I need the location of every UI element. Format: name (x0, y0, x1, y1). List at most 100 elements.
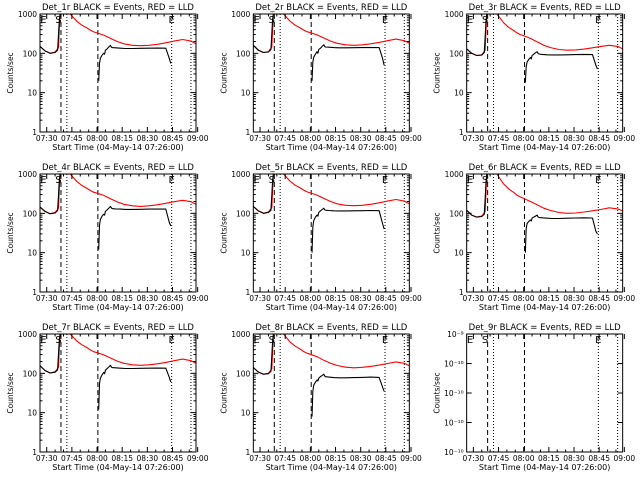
x-tick-label: 08:45 (588, 294, 610, 303)
x-tick-label: 08:45 (162, 454, 184, 463)
x-tick-label: 08:30 (350, 454, 372, 463)
segment-marker-label: E (254, 335, 260, 346)
plot-frame (39, 13, 197, 133)
x-tick-label: 08:45 (162, 134, 184, 143)
x-tick-label: 08:00 (513, 454, 535, 463)
x-axis-label: Start Time (04-May-14 07:26:00) (479, 463, 610, 472)
x-tick-label: 09:00 (614, 454, 636, 463)
y-tick-label: 10⁻¹⁰ (444, 448, 464, 457)
x-axis-label: Start Time (04-May-14 07:26:00) (52, 143, 183, 152)
events-series-line (524, 214, 598, 253)
events-series-line (524, 51, 598, 83)
x-tick-label: 07:45 (61, 134, 83, 143)
chart-title: Det_1r BLACK = Events, RED = LLD (42, 3, 194, 13)
chart-title: Det_4r BLACK = Events, RED = LLD (42, 163, 194, 173)
segment-marker-label: E (40, 335, 46, 346)
x-axis-label: Start Time (04-May-14 07:26:00) (266, 143, 397, 152)
y-axis-label: Counts/sec (433, 52, 442, 93)
x-tick-label: 08:45 (375, 294, 397, 303)
segment-marker-label: E (169, 335, 175, 346)
lld-series-line (466, 14, 623, 57)
y-tick-label: 10 (27, 89, 37, 98)
events-series-line (40, 174, 61, 215)
segment-marker-label: S (55, 15, 61, 26)
series-group (253, 14, 410, 81)
y-tick-label: 1000 (445, 10, 464, 19)
plot-frame (252, 333, 410, 453)
x-tick-label: 07:45 (274, 294, 296, 303)
y-tick-label: 1 (459, 128, 464, 137)
x-tick-label: 08:30 (563, 134, 585, 143)
x-tick-label: 08:30 (137, 294, 159, 303)
x-tick-label: 08:30 (563, 294, 585, 303)
x-tick-label: 08:45 (588, 134, 610, 143)
x-tick-label: 08:15 (538, 134, 560, 143)
segment-marker-label: E (254, 175, 260, 186)
segment-marker-label: S (482, 15, 488, 26)
x-tick-label: 08:00 (300, 134, 322, 143)
events-series-line (98, 364, 172, 410)
segment-marker-label: S (482, 335, 488, 346)
y-tick-label: 10⁻¹⁰ (444, 360, 464, 369)
x-tick-label: 08:30 (350, 294, 372, 303)
segment-marker-label: E (382, 175, 388, 186)
y-tick-label: 10 (241, 249, 251, 258)
y-tick-label: 1000 (18, 330, 37, 339)
y-tick-label: 100 (236, 49, 251, 58)
x-tick-label: 07:45 (61, 454, 83, 463)
lld-series-line (253, 14, 410, 54)
x-tick-label: 09:00 (400, 134, 422, 143)
events-series-line (253, 174, 274, 214)
x-tick-label: 08:00 (513, 134, 535, 143)
plot-frame (252, 173, 410, 293)
y-tick-label: 1000 (445, 170, 464, 179)
series-group (40, 174, 196, 250)
y-tick-label: 1 (246, 448, 251, 457)
y-tick-label: 100 (236, 369, 251, 378)
y-axis-label: Counts/sec (6, 212, 15, 253)
lld-series-line (253, 334, 410, 375)
y-tick-label: 10 (27, 249, 37, 258)
x-tick-label: 08:15 (111, 134, 133, 143)
x-tick-label: 08:30 (563, 454, 585, 463)
y-tick-label: 1000 (18, 10, 37, 19)
x-tick-label: 08:00 (86, 454, 108, 463)
segment-marker-label: S (269, 335, 275, 346)
y-axis-label: Counts/sec (6, 52, 15, 93)
x-tick-label: 08:15 (325, 454, 347, 463)
x-tick-label: 07:30 (463, 454, 485, 463)
segment-marker-label: E (595, 175, 601, 186)
segment-marker-label: E (595, 15, 601, 26)
events-series-line (40, 14, 61, 54)
events-series-line (40, 334, 61, 374)
plot-frame (39, 333, 197, 453)
y-axis-label: Counts/sec (219, 52, 228, 93)
x-tick-label: 08:15 (538, 454, 560, 463)
x-tick-label: 08:15 (111, 294, 133, 303)
y-axis-label: Counts/sec (433, 212, 442, 253)
plot-frame (466, 13, 624, 133)
x-tick-label: 09:00 (187, 454, 209, 463)
events-series-line (253, 334, 274, 375)
x-tick-label: 09:00 (614, 134, 636, 143)
y-tick-label: 1000 (231, 170, 250, 179)
x-tick-label: 08:45 (162, 294, 184, 303)
events-series-line (98, 44, 172, 81)
y-tick-label: 1 (246, 288, 251, 297)
y-tick-label: 1 (32, 288, 37, 297)
chart-title: Det_9r BLACK = Events, RED = LLD (469, 323, 621, 333)
y-tick-label: 10 (27, 409, 37, 418)
lld-series-line (40, 14, 196, 54)
x-tick-label: 09:00 (400, 294, 422, 303)
x-tick-label: 07:30 (249, 294, 271, 303)
y-tick-label: 1000 (231, 10, 250, 19)
x-tick-label: 07:30 (36, 134, 58, 143)
lld-series-line (40, 334, 196, 374)
segment-marker-label: E (169, 175, 175, 186)
chart-title: Det_7r BLACK = Events, RED = LLD (42, 323, 194, 333)
